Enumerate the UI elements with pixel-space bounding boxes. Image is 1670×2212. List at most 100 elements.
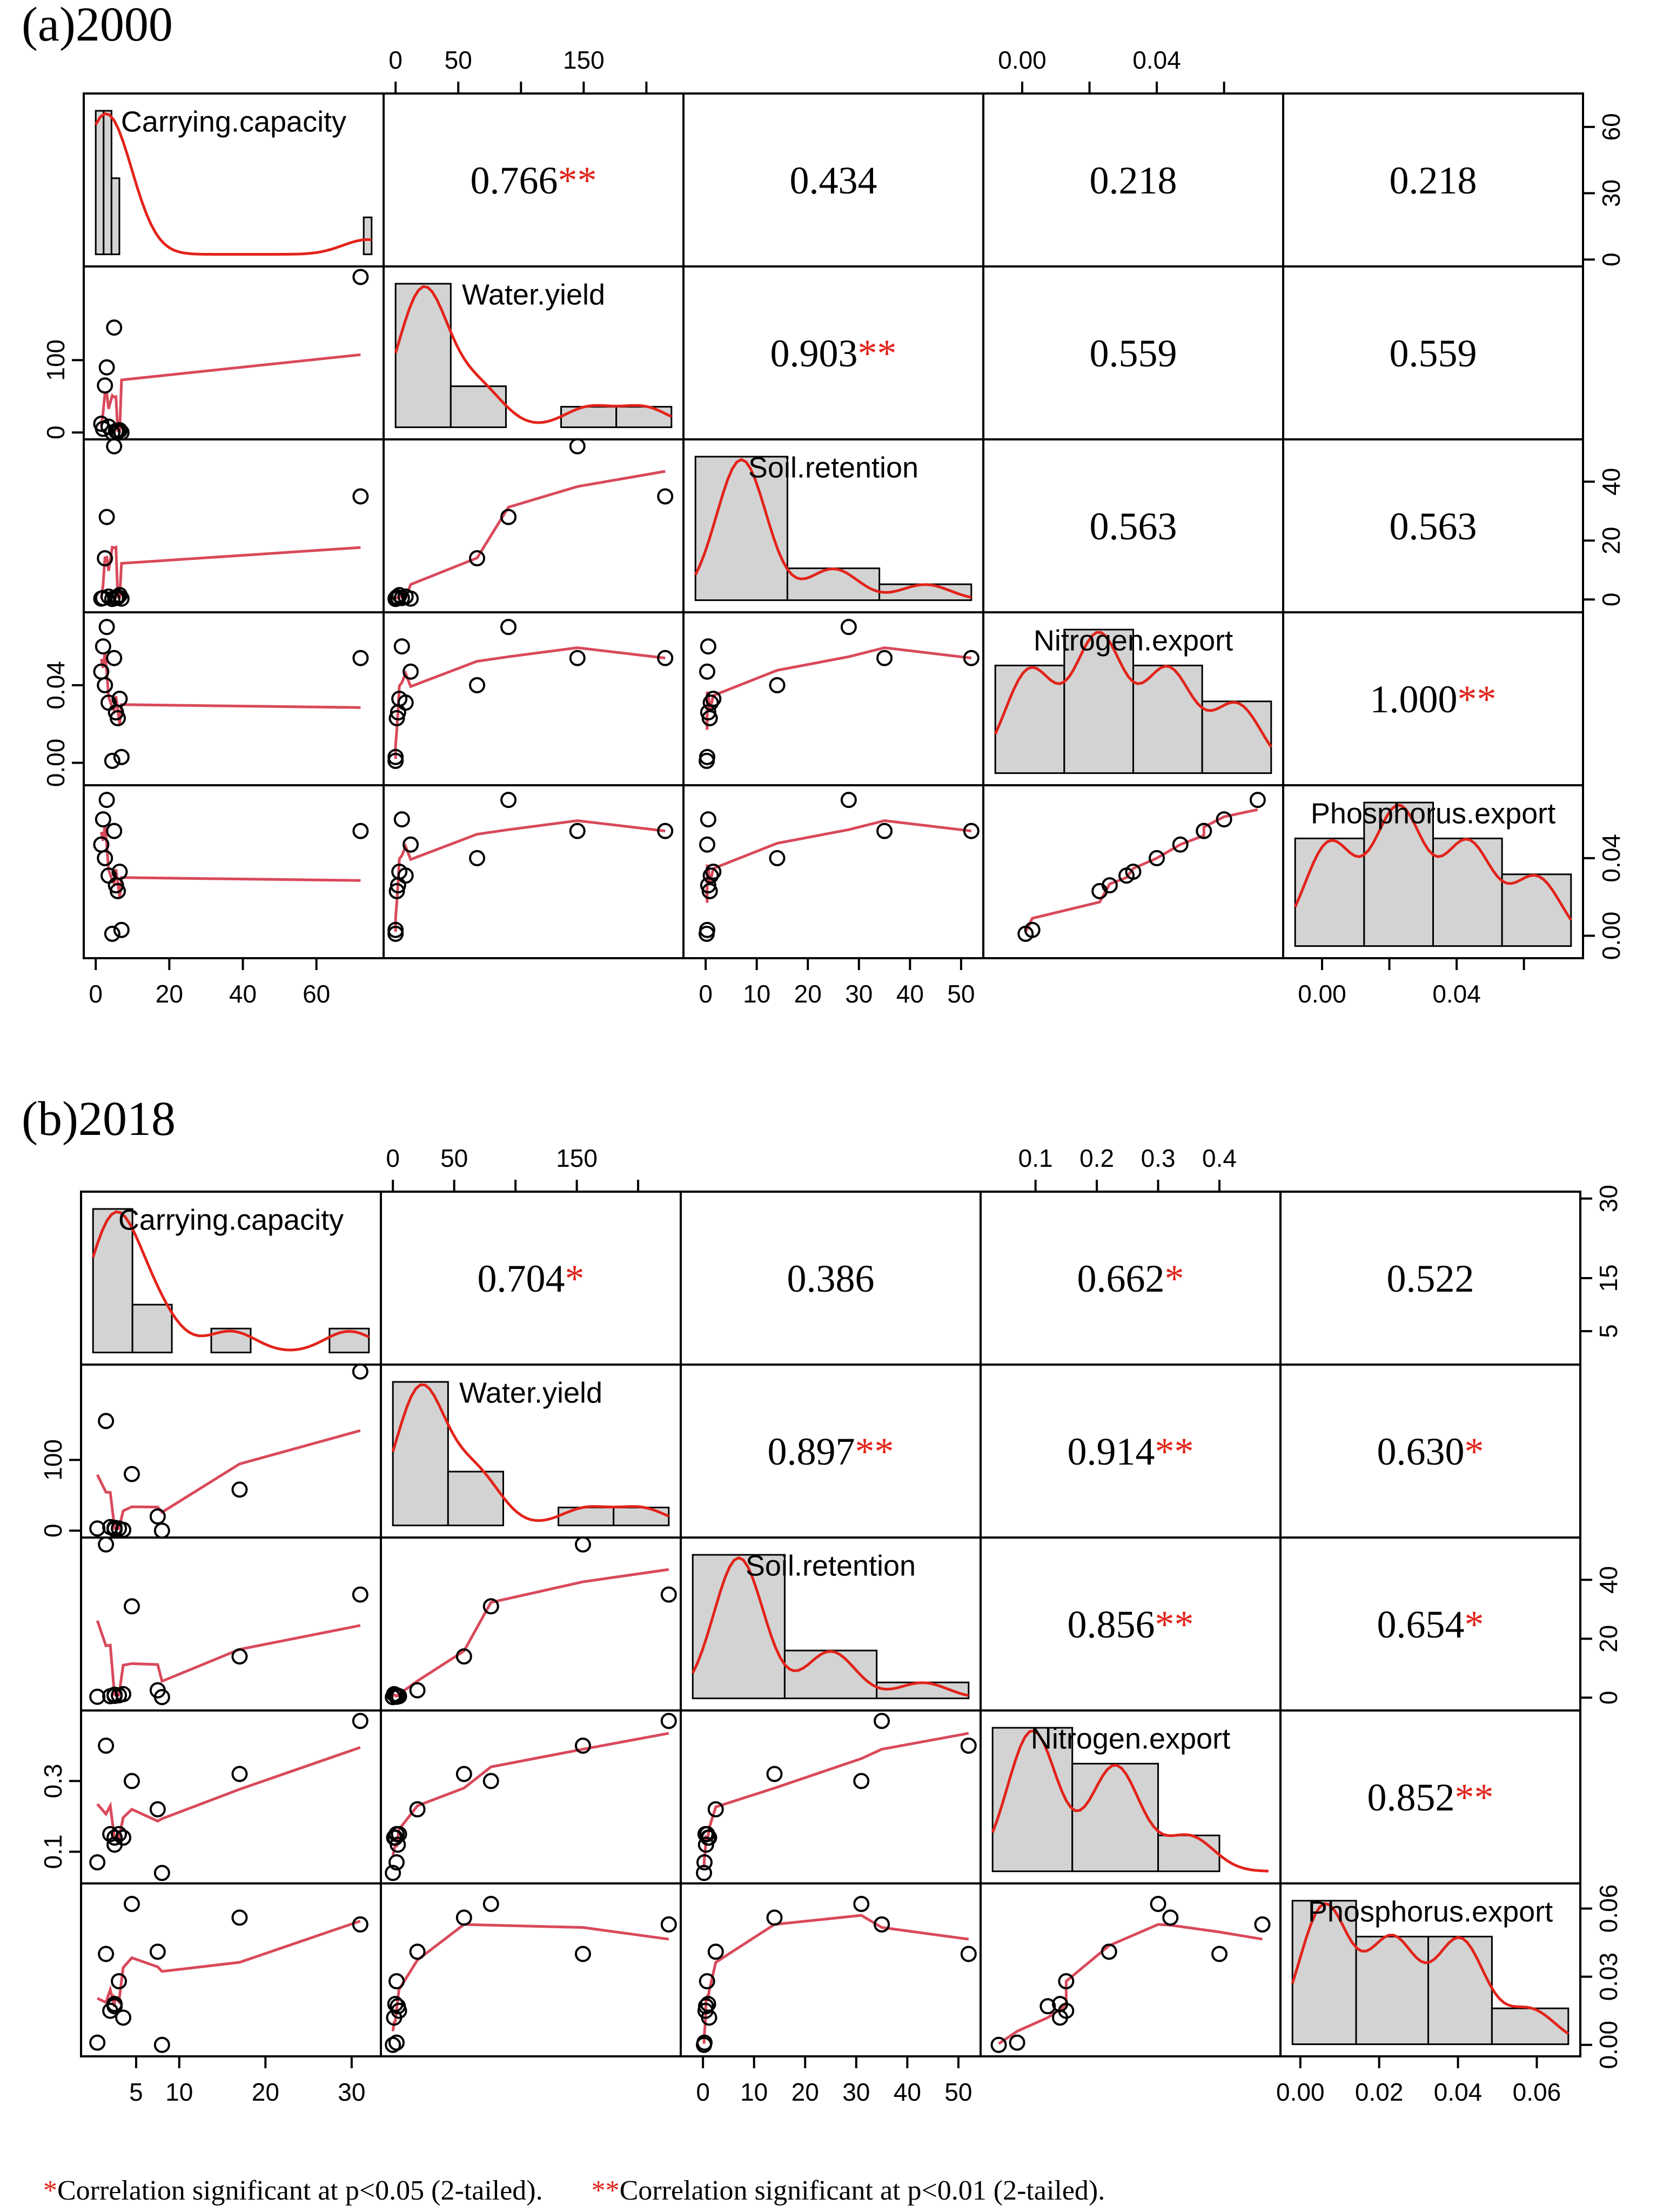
tick-label: 0.04: [42, 661, 70, 710]
data-point: [569, 438, 586, 455]
significance-stars: *: [565, 1257, 585, 1300]
data-point: [106, 650, 123, 666]
tick-label: 0.00: [42, 739, 70, 787]
data-point: [113, 921, 130, 938]
data-point: [700, 811, 716, 828]
data-point: [1058, 1973, 1075, 1990]
data-point: [403, 663, 419, 680]
scatter-phosphorus-export-vs-carrying-capacity: [89, 1896, 368, 2053]
data-point: [95, 811, 111, 828]
scatter-soil-retention-vs-water-yield: [387, 438, 674, 607]
correlation-coefficient: 0.522: [1387, 1257, 1474, 1300]
data-point: [106, 823, 123, 839]
tick-label: 20: [156, 980, 183, 1008]
data-point: [707, 1801, 724, 1817]
scatter-soil-retention-vs-carrying-capacity: [89, 1536, 368, 1706]
smooth-line: [96, 1620, 361, 1697]
data-point: [569, 650, 586, 666]
histogram-carrying-capacity: Carrying.capacity: [95, 105, 373, 256]
tick-label: 30: [1594, 1185, 1622, 1212]
tick-label: 0.1: [39, 1834, 67, 1869]
data-point: [702, 867, 719, 884]
footnote-single-text: Correlation significant at p<0.05 (2-tai…: [57, 2175, 543, 2206]
data-point: [98, 792, 115, 808]
tick-label: 20: [1594, 1625, 1622, 1653]
tick-label: 0.00: [1276, 2078, 1325, 2106]
correlation-coefficient: 0.903: [770, 332, 858, 375]
smooth-line: [99, 353, 361, 433]
data-point: [874, 1916, 890, 1933]
tick-label: 0.00: [1298, 980, 1346, 1008]
data-point: [409, 1682, 426, 1699]
cell-frame-r3-c2: [682, 611, 984, 786]
tick-label: 0: [42, 425, 70, 439]
density-curve: [694, 458, 972, 599]
tick-label: 0.4: [1202, 1144, 1237, 1172]
smooth-line: [96, 1746, 361, 1840]
correlation-value: 0.559: [1390, 332, 1477, 375]
data-point: [153, 1689, 170, 1706]
tick-label: 5: [1594, 1324, 1622, 1338]
data-point: [388, 1854, 405, 1871]
data-point: [409, 1801, 426, 1817]
correlation-value: 0.386: [787, 1257, 875, 1300]
correlation-value: 0.218: [1390, 159, 1477, 202]
tick-label: 40: [1594, 1566, 1622, 1594]
data-point: [104, 752, 120, 769]
data-point: [766, 1766, 783, 1782]
scatter-soil-retention-vs-carrying-capacity: [93, 438, 369, 607]
data-point: [660, 1916, 677, 1933]
data-point: [1009, 2034, 1025, 2051]
smooth-line: [705, 646, 972, 730]
tick-label: 20: [794, 980, 822, 1008]
tick-label: 0.04: [1597, 834, 1625, 883]
tick-label: 50: [947, 980, 975, 1008]
data-point: [1039, 1998, 1056, 2015]
histogram-bar: [1363, 801, 1434, 947]
data-point: [89, 1520, 106, 1537]
data-point: [840, 792, 857, 808]
data-point: [98, 1413, 115, 1429]
tick-label: 20: [252, 2078, 279, 2106]
correlation-coefficient: 0.852: [1367, 1776, 1455, 1819]
data-point: [963, 823, 980, 839]
data-point: [352, 1916, 368, 1933]
data-point: [124, 1598, 140, 1615]
histogram-bar: [1355, 1935, 1430, 2046]
tick-label: 0: [696, 2078, 710, 2106]
tick-label: 40: [894, 2078, 921, 2106]
histogram-bar: [110, 177, 120, 256]
correlation-value: 0.766**: [471, 159, 597, 202]
data-point: [1211, 1946, 1228, 1962]
scatter-phosphorus-export-vs-water-yield: [385, 1896, 677, 2053]
significance-stars: **: [1458, 678, 1497, 721]
cell-frame-r4-c3: [980, 1882, 1282, 2057]
tick-label: 60: [303, 980, 330, 1008]
data-point: [455, 1766, 472, 1782]
tick-label: 0.04: [1432, 980, 1481, 1008]
correlation-coefficient: 0.563: [1090, 505, 1177, 548]
significance-stars: **: [858, 332, 897, 375]
data-point: [569, 823, 586, 839]
data-point: [110, 883, 126, 899]
histogram-bar: [615, 406, 673, 429]
data-point: [111, 864, 128, 880]
smooth-line: [391, 1732, 669, 1856]
smooth-line: [702, 1732, 969, 1868]
tick-label: 30: [842, 2078, 870, 2106]
tick-label: 0.00: [998, 46, 1047, 74]
tick-label: 0.00: [1597, 912, 1625, 960]
data-point: [115, 2009, 132, 2026]
cell-frame-r2-c0: [83, 438, 385, 613]
data-point: [696, 2034, 713, 2051]
data-point: [352, 650, 369, 666]
correlation-coefficient: 0.218: [1090, 159, 1177, 202]
data-point: [701, 2009, 717, 2026]
data-point: [705, 691, 722, 707]
histogram-bar: [95, 110, 105, 256]
data-point: [701, 710, 718, 726]
data-point: [115, 1686, 132, 1702]
data-point: [231, 1481, 248, 1498]
